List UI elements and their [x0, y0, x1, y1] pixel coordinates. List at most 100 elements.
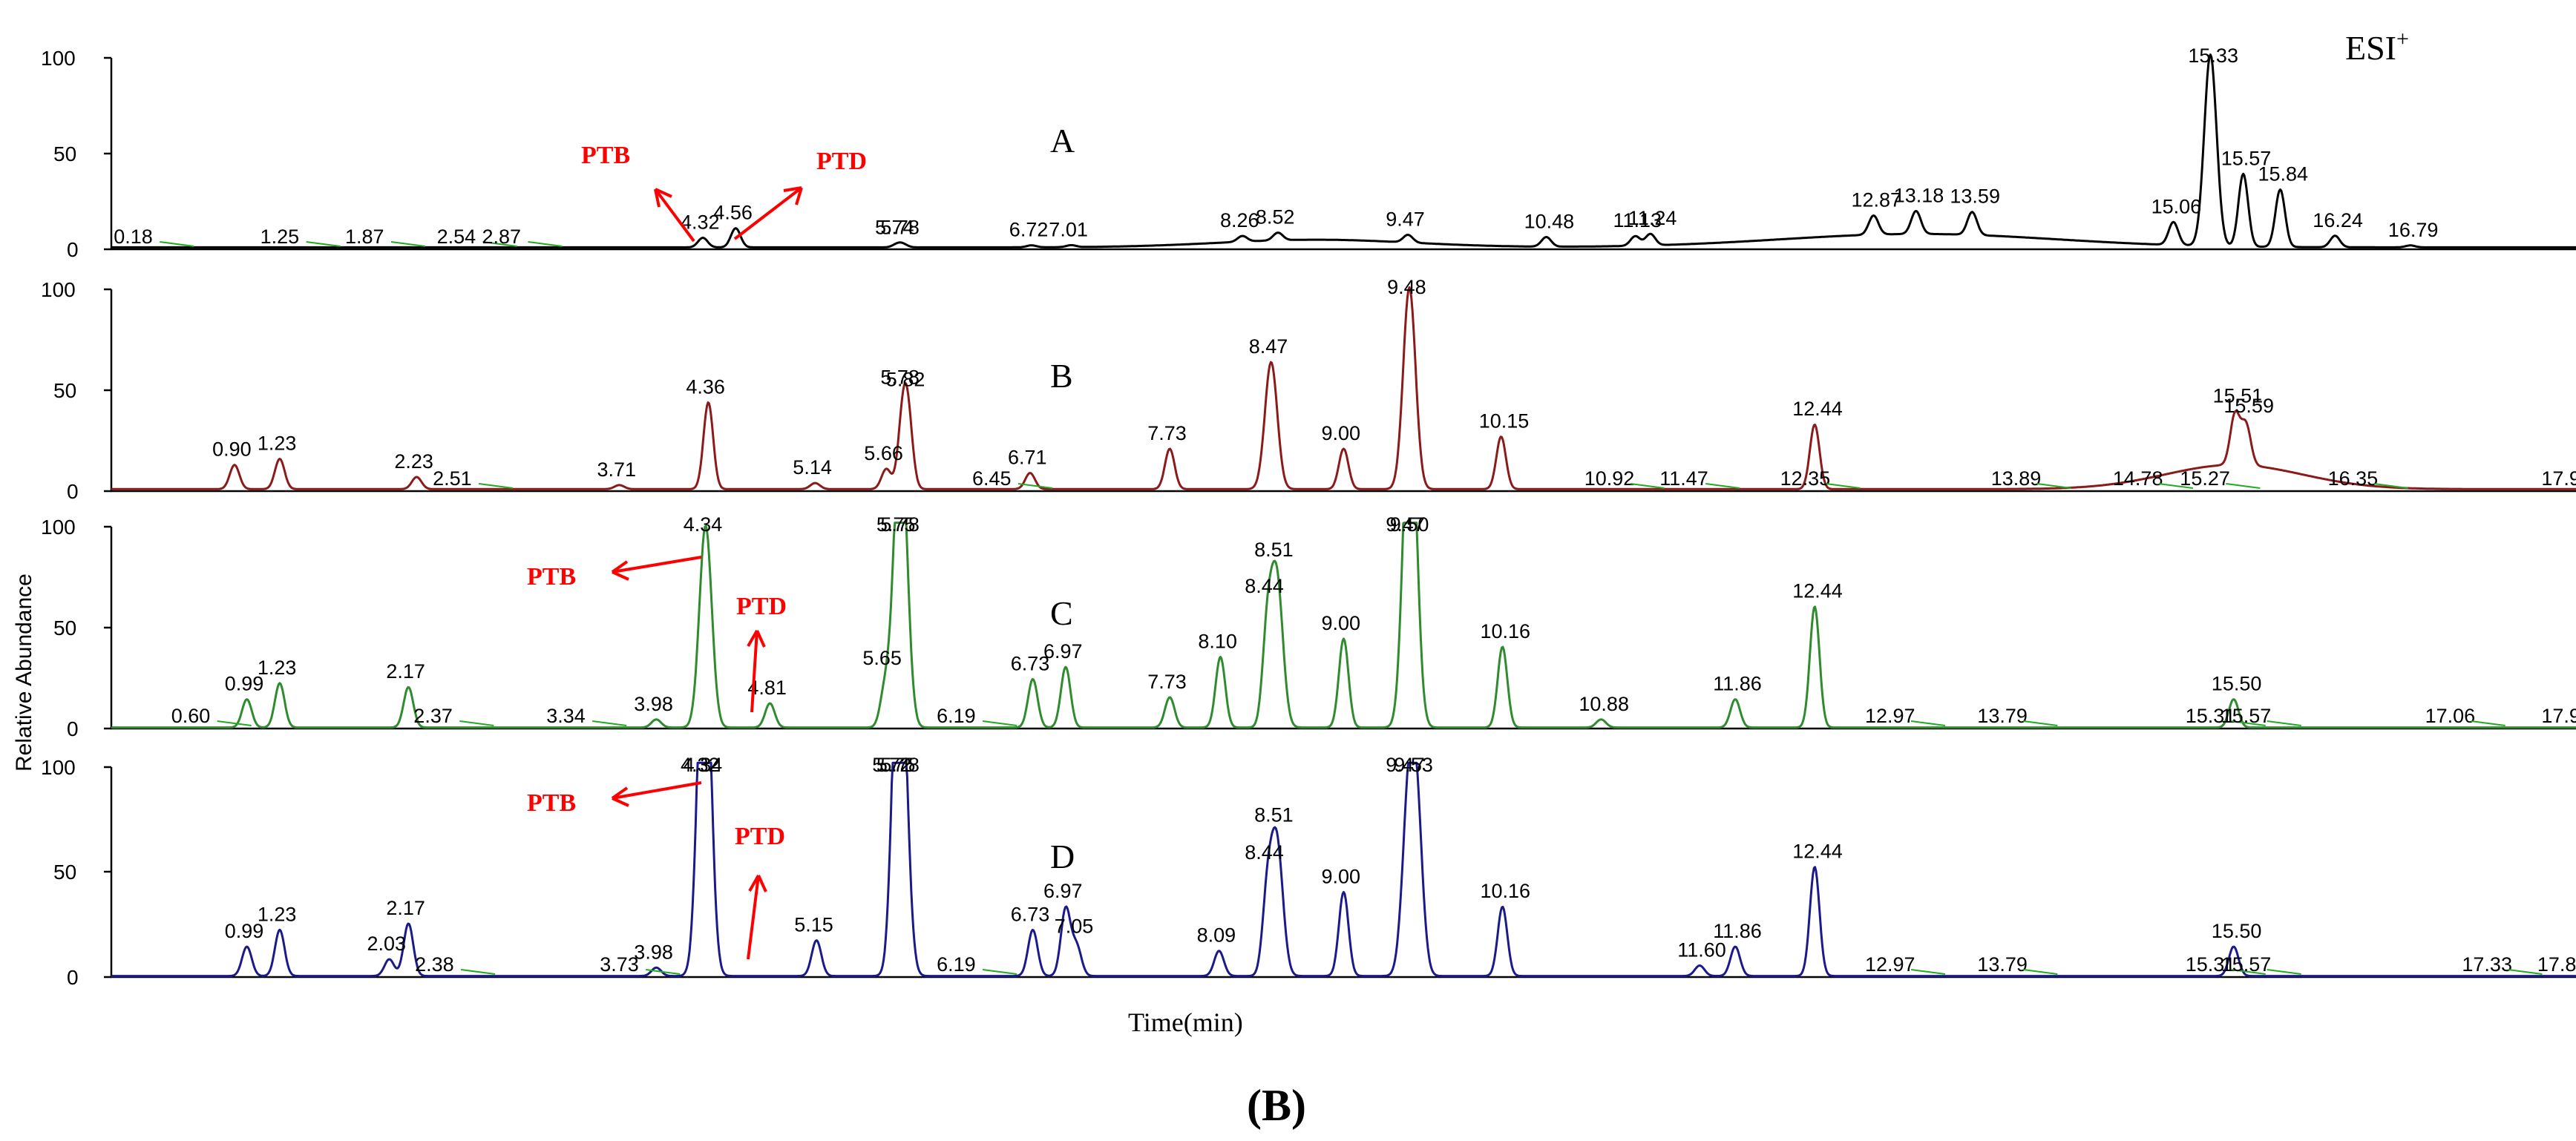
peak-leader-c-27 [2023, 720, 2058, 726]
peak-label-c-4: 2.37 [413, 705, 453, 727]
y-axis-label: Relative Abundance [12, 573, 36, 772]
peak-leader-c-31 [2471, 720, 2505, 726]
panel-c-ytick-label-100: 100 [41, 516, 76, 539]
panel-c-ytick-label-50: 50 [53, 616, 76, 639]
panel-d-ytick-label-0: 0 [67, 966, 79, 989]
panel-d-ytick-label-100: 100 [41, 756, 76, 779]
peak-label-d-26: 12.44 [1792, 840, 1843, 862]
peak-label-a-24: 16.24 [2313, 209, 2363, 231]
peak-label-c-18: 8.51 [1254, 539, 1294, 561]
panel-d-ytick-label-50: 50 [53, 861, 76, 884]
peak-label-d-24: 11.60 [1677, 938, 1726, 961]
peak-label-b-9: 5.82 [886, 368, 925, 390]
panel-b-peak-labels: 0.90 1.23 2.232.51 3.71 4.36 5.14 5.66 5.785.82… [212, 276, 2576, 490]
peak-label-c-25: 12.44 [1792, 579, 1843, 602]
panel-a-ytick-label-0: 0 [67, 238, 79, 261]
peak-label-b-15: 9.48 [1387, 276, 1426, 298]
peak-leader-a-0 [160, 241, 194, 247]
peak-label-c-22: 10.16 [1481, 620, 1531, 642]
peak-leader-b-26 [2373, 483, 2408, 489]
panel-a-peak-labels: 0.18 1.25 1.87 2.54 2.874.324.565.745.78 6.72… [114, 45, 2438, 248]
panel-a-ytick-label-100: 100 [41, 47, 76, 70]
peak-label-a-13: 9.47 [1386, 208, 1425, 231]
peak-label-d-30: 15.50 [2212, 920, 2262, 942]
panel-a-ytick-label-50: 50 [53, 142, 76, 165]
peak-label-a-18: 13.18 [1894, 184, 1944, 206]
peak-label-a-15: 11.13 [1613, 209, 1662, 231]
peak-leader-a-2 [390, 241, 426, 247]
peak-label-b-3: 2.51 [433, 467, 472, 490]
peak-label-a-16: 11.24 [1628, 207, 1677, 229]
annotation-c-ptd: PTD [736, 593, 787, 620]
peak-label-b-11: 6.71 [1008, 447, 1047, 469]
peak-label-d-14: 6.73 [1011, 903, 1050, 925]
annotations: PTB PTD PTB PTD PTB PTD [527, 142, 867, 960]
peak-label-d-31: 15.57 [2221, 953, 2272, 976]
peak-label-a-11: 8.26 [1220, 209, 1259, 231]
peak-label-d-25: 11.86 [1713, 920, 1762, 942]
annotation-d-ptd: PTD [735, 823, 785, 850]
panel-d-trace [111, 761, 2576, 978]
peak-label-b-23: 15.27 [2180, 467, 2230, 490]
peak-label-b-24: 15.51 [2213, 385, 2264, 407]
peak-label-b-13: 8.47 [1249, 335, 1288, 358]
peak-label-b-17: 10.92 [1584, 467, 1635, 490]
panel-b-ytick-label-0: 0 [67, 480, 79, 503]
peak-leader-a-1 [306, 241, 341, 247]
peak-label-c-14: 6.97 [1043, 640, 1083, 662]
peak-label-a-8: 5.78 [880, 217, 920, 239]
peak-label-d-32: 17.33 [2462, 953, 2512, 976]
arrow-a-ptb [654, 188, 695, 243]
peak-label-a-1: 1.25 [260, 226, 300, 248]
peak-label-d-13: 6.19 [937, 953, 976, 976]
panel-c-ytick-label-0: 0 [67, 717, 79, 740]
panel-c-trace [111, 522, 2576, 729]
panel-d: 0 50 100 0.991.23 2.03 2.17 2.38 3.733.98 4.3… [41, 754, 2576, 989]
peak-label-a-25: 16.79 [2388, 219, 2439, 241]
peak-leader-c-4 [459, 720, 494, 726]
peak-label-a-14: 10.48 [1524, 211, 1575, 233]
peak-label-a-22: 15.57 [2221, 147, 2272, 169]
peak-leader-d-32 [2508, 969, 2543, 975]
peak-label-d-8: 4.34 [684, 754, 723, 776]
peak-label-c-9: 5.65 [862, 647, 902, 669]
peak-label-b-26: 16.35 [2328, 467, 2379, 490]
peak-label-b-16: 10.15 [1479, 410, 1530, 433]
peak-leader-b-19 [1826, 483, 1861, 489]
arrow-d-ptd [747, 875, 767, 960]
panel-a-trace [111, 53, 2576, 249]
panel-c: 0 50 100 0.60 0.991.23 2.17 2.37 3.34 3.98 4.3… [41, 513, 2576, 740]
peak-label-d-7: 4.32 [681, 754, 720, 776]
peak-leader-b-22 [2158, 483, 2194, 489]
peak-label-d-27: 12.97 [1865, 953, 1915, 976]
peak-label-c-27: 13.79 [1977, 705, 2028, 727]
peak-leader-d-29 [2231, 969, 2266, 975]
arrow-c-ptb [611, 556, 702, 581]
peak-label-b-19: 12.35 [1780, 467, 1831, 490]
peak-leader-c-26 [1910, 720, 1946, 726]
peak-label-d-1: 1.23 [258, 903, 297, 925]
peak-label-a-6: 4.56 [713, 202, 753, 224]
ionization-label: ESI+ [2345, 27, 2409, 67]
peak-leader-a-3 [482, 241, 517, 247]
peak-label-d-4: 2.38 [415, 953, 454, 976]
peak-label-c-30: 15.57 [2221, 705, 2272, 727]
peak-label-a-9: 6.72 [1009, 219, 1049, 241]
panel-c-letter: C [1050, 594, 1073, 632]
peak-label-a-12: 8.52 [1256, 206, 1295, 228]
peak-label-b-18: 11.47 [1659, 467, 1708, 490]
annotation-c-ptb: PTB [527, 563, 576, 591]
peak-leader-b-10 [1017, 483, 1053, 489]
peak-label-c-20: 9.47 [1386, 513, 1425, 536]
peak-label-c-28: 15.31 [2186, 705, 2236, 727]
ionization-superscript: + [2396, 27, 2409, 51]
panel-b-letter: B [1050, 357, 1073, 395]
peak-leader-b-17 [1630, 483, 1665, 489]
peak-leader-c-28 [2231, 720, 2266, 726]
peak-label-c-13: 6.73 [1011, 652, 1050, 674]
peak-label-d-21: 9.47 [1386, 754, 1425, 776]
panel-a: 0 50 100 0.18 1.25 1.87 2.54 2.874.324.565.7… [41, 27, 2576, 261]
peak-leader-d-31 [2267, 969, 2301, 975]
peak-label-c-32: 17.91 [2541, 705, 2576, 727]
